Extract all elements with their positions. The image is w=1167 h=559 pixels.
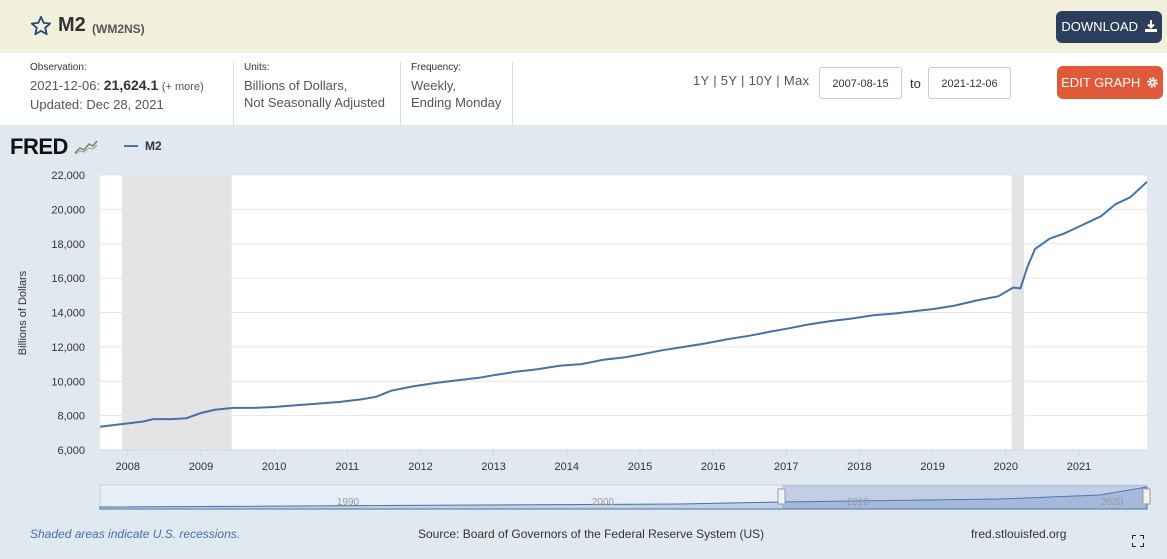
y-axis-label: Billions of Dollars xyxy=(17,270,29,355)
site-link[interactable]: fred.stlouisfed.org xyxy=(971,527,1067,541)
units-line1: Billions of Dollars, xyxy=(244,78,348,93)
units-line2: Not Seasonally Adjusted xyxy=(244,95,385,110)
download-label: DOWNLOAD xyxy=(1061,19,1138,34)
y-tick-label: 14,000 xyxy=(51,308,85,320)
edit-graph-label: EDIT GRAPH xyxy=(1061,75,1141,90)
frequency-block: Frequency: Weekly, Ending Monday xyxy=(411,62,501,111)
observation-date: 2021-12-06: xyxy=(30,78,101,93)
x-tick-label: 2008 xyxy=(116,461,140,473)
star-icon[interactable] xyxy=(30,15,52,37)
navigator-handle[interactable] xyxy=(777,488,786,505)
navigator-handle[interactable] xyxy=(1142,488,1151,505)
units-label: Units: xyxy=(244,62,270,73)
legend-label: M2 xyxy=(145,139,162,153)
x-tick-label: 2020 xyxy=(994,461,1018,473)
series-line-m2 xyxy=(99,181,1148,428)
range-max[interactable]: Max xyxy=(783,73,810,88)
series-id: (WM2NS) xyxy=(92,22,145,36)
navigator-selection[interactable] xyxy=(782,485,1147,509)
download-icon xyxy=(1144,20,1157,32)
divider xyxy=(400,62,401,125)
end-date-input[interactable]: 2021-12-06 xyxy=(928,67,1011,99)
title-bar: M2 (WM2NS) DOWNLOAD xyxy=(0,0,1167,53)
frequency-label: Frequency: xyxy=(411,62,462,73)
range-1y[interactable]: 1Y xyxy=(693,73,710,88)
observation-line: 2021-12-06: 21,624.1 (+ more) xyxy=(30,77,204,96)
start-date-input[interactable]: 2007-08-15 xyxy=(819,67,902,99)
logo-text: FRED xyxy=(10,134,68,159)
x-tick-label: 2014 xyxy=(555,461,579,473)
recession-note: Shaded areas indicate U.S. recessions. xyxy=(30,527,241,541)
edit-graph-button[interactable]: EDIT GRAPH xyxy=(1057,66,1163,99)
observation-label: Observation: xyxy=(30,62,87,73)
x-tick-label: 2019 xyxy=(920,461,944,473)
navigator-label: 2010 xyxy=(847,497,870,508)
navigator-label: 2020 xyxy=(1101,497,1124,508)
range-10y[interactable]: 10Y xyxy=(748,73,773,88)
legend-swatch xyxy=(124,145,138,147)
fullscreen-icon[interactable] xyxy=(1132,535,1144,547)
y-tick-label: 6,000 xyxy=(57,445,85,457)
x-tick-label: 2010 xyxy=(262,461,286,473)
navigator-label: 1990 xyxy=(337,497,360,508)
x-tick-label: 2011 xyxy=(335,461,359,473)
x-tick-label: 2013 xyxy=(481,461,505,473)
x-tick-label: 2012 xyxy=(408,461,432,473)
divider xyxy=(512,62,513,125)
gear-icon xyxy=(1147,77,1158,88)
more-link[interactable]: (+ more) xyxy=(161,81,204,93)
x-tick-label: 2016 xyxy=(701,461,725,473)
y-tick-label: 20,000 xyxy=(51,204,85,216)
x-tick-label: 2015 xyxy=(628,461,652,473)
line-chart: Billions of Dollars 6,000 8,000 10,000 12,0… xyxy=(17,170,1151,510)
to-label: to xyxy=(910,76,921,91)
y-tick-label: 10,000 xyxy=(51,376,85,388)
frequency-line1: Weekly, xyxy=(411,78,457,93)
x-tick-label: 2017 xyxy=(774,461,798,473)
updated-date: Updated: Dec 28, 2021 xyxy=(30,97,164,112)
navigator-label: 2000 xyxy=(592,497,615,508)
divider xyxy=(233,62,234,125)
observation-value: 21,624.1 xyxy=(103,77,159,93)
frequency-line2: Ending Monday xyxy=(411,95,502,110)
y-tick-label: 8,000 xyxy=(57,411,85,423)
y-tick-label: 22,000 xyxy=(51,170,85,182)
chart-logo-icon xyxy=(73,139,98,155)
x-tick-label: 2021 xyxy=(1067,461,1091,473)
range-5y[interactable]: 5Y xyxy=(720,73,738,88)
download-button[interactable]: DOWNLOAD xyxy=(1056,11,1162,43)
source-text: Source: Board of Governors of the Federa… xyxy=(418,527,765,541)
range-links: 1Y | 5Y | 10Y | Max xyxy=(693,73,810,88)
x-tick-label: 2018 xyxy=(847,461,871,473)
observation-block: Observation: 2021-12-06: 21,624.1 (+ mor… xyxy=(30,62,204,113)
series-title: M2 xyxy=(58,14,86,36)
x-tick-label: 2009 xyxy=(189,461,213,473)
y-tick-label: 18,000 xyxy=(51,239,85,251)
y-tick-label: 16,000 xyxy=(51,273,85,285)
y-tick-label: 12,000 xyxy=(51,342,85,354)
units-block: Units: Billions of Dollars, Not Seasonal… xyxy=(244,62,385,111)
fred-logo[interactable]: FRED xyxy=(10,134,98,160)
